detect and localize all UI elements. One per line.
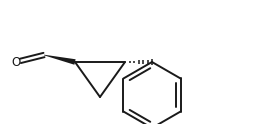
Text: O: O [11, 56, 21, 68]
Polygon shape [44, 55, 76, 65]
